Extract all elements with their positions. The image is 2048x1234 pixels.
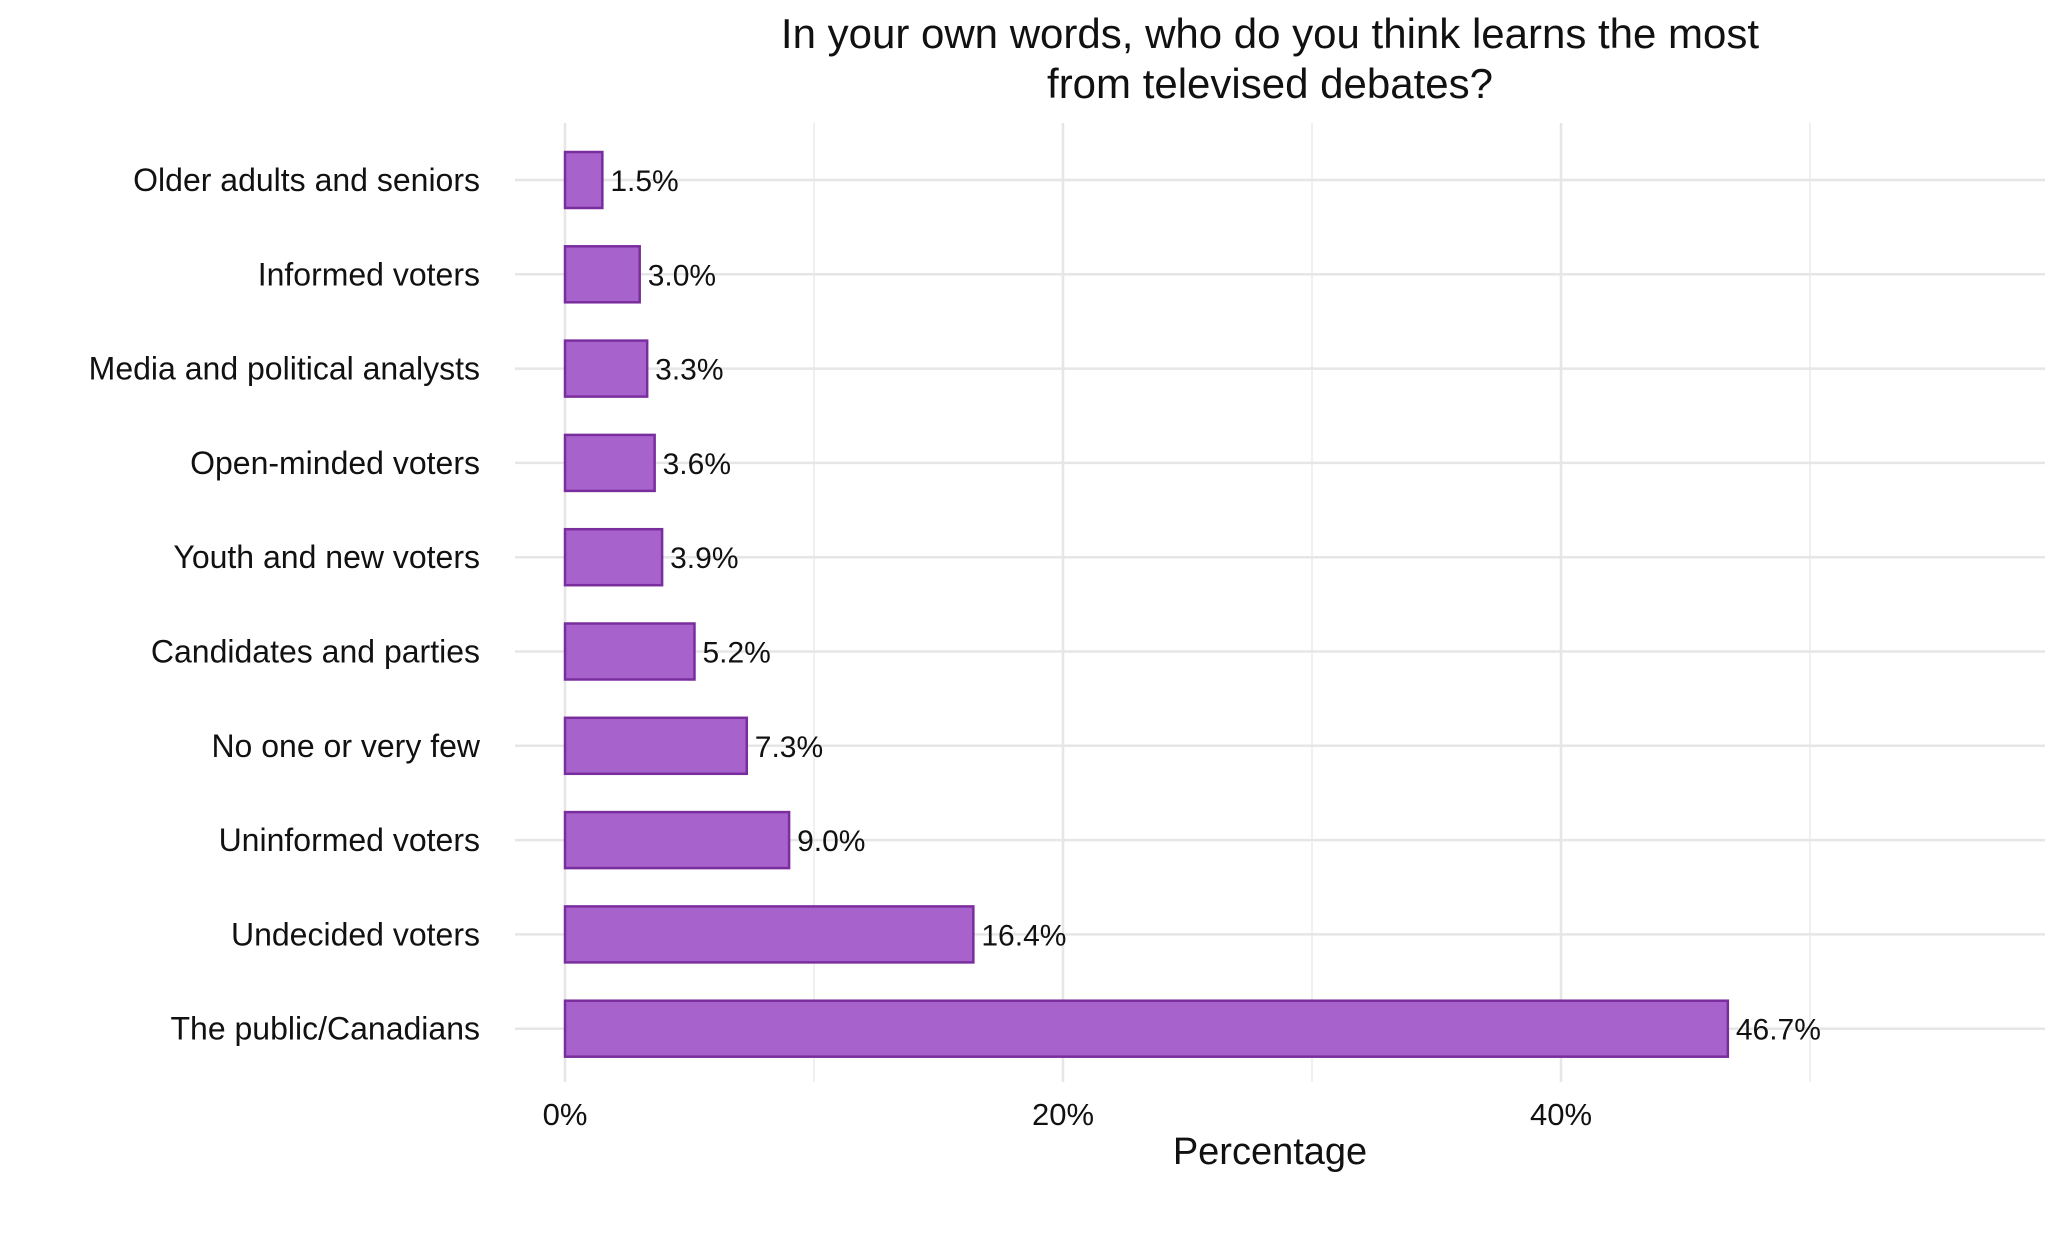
chart-title-line-2: from televised debates? xyxy=(1047,60,1493,107)
category-label-1: Informed voters xyxy=(258,256,480,292)
bars-layer xyxy=(563,150,1730,1058)
value-label-4: 3.9% xyxy=(670,542,738,575)
value-label-0: 1.5% xyxy=(610,165,678,198)
category-label-7: Uninformed voters xyxy=(219,822,480,858)
labels-layer: 1.5% Older adults and seniors 3.0% Informed… xyxy=(89,162,1821,1132)
x-tick-label-2: 40% xyxy=(1530,1097,1592,1132)
bar-9 xyxy=(563,999,1730,1058)
category-label-9: The public/Canadians xyxy=(170,1011,480,1047)
value-label-8: 16.4% xyxy=(981,919,1066,952)
value-label-5: 5.2% xyxy=(702,637,770,670)
value-label-9: 46.7% xyxy=(1736,1014,1821,1047)
bar-6 xyxy=(563,716,749,776)
bar-1 xyxy=(563,245,641,304)
bar-5 xyxy=(563,622,696,681)
grid-layer xyxy=(515,123,2045,1082)
value-label-2: 3.3% xyxy=(655,354,723,387)
value-label-1: 3.0% xyxy=(648,259,716,292)
value-label-7: 9.0% xyxy=(797,825,865,858)
chart-title-line-1: In your own words, who do you think lear… xyxy=(781,10,1759,57)
category-label-5: Candidates and parties xyxy=(151,634,480,670)
bar-4 xyxy=(563,527,664,587)
value-label-6: 7.3% xyxy=(755,731,823,764)
bar-7 xyxy=(563,810,791,870)
category-label-0: Older adults and seniors xyxy=(133,162,480,198)
x-tick-label-1: 20% xyxy=(1032,1097,1094,1132)
bar-3 xyxy=(563,433,656,493)
category-label-4: Youth and new voters xyxy=(173,539,480,575)
category-label-6: No one or very few xyxy=(211,728,480,764)
bar-8 xyxy=(563,905,975,964)
category-label-2: Media and political analysts xyxy=(89,351,480,387)
bar-0 xyxy=(563,150,604,210)
x-axis-title: Percentage xyxy=(1173,1131,1367,1173)
category-label-8: Undecided voters xyxy=(231,916,480,952)
x-tick-label-0: 0% xyxy=(543,1097,588,1132)
category-label-3: Open-minded voters xyxy=(190,445,480,481)
value-label-3: 3.6% xyxy=(663,448,731,481)
bar-2 xyxy=(563,339,649,398)
